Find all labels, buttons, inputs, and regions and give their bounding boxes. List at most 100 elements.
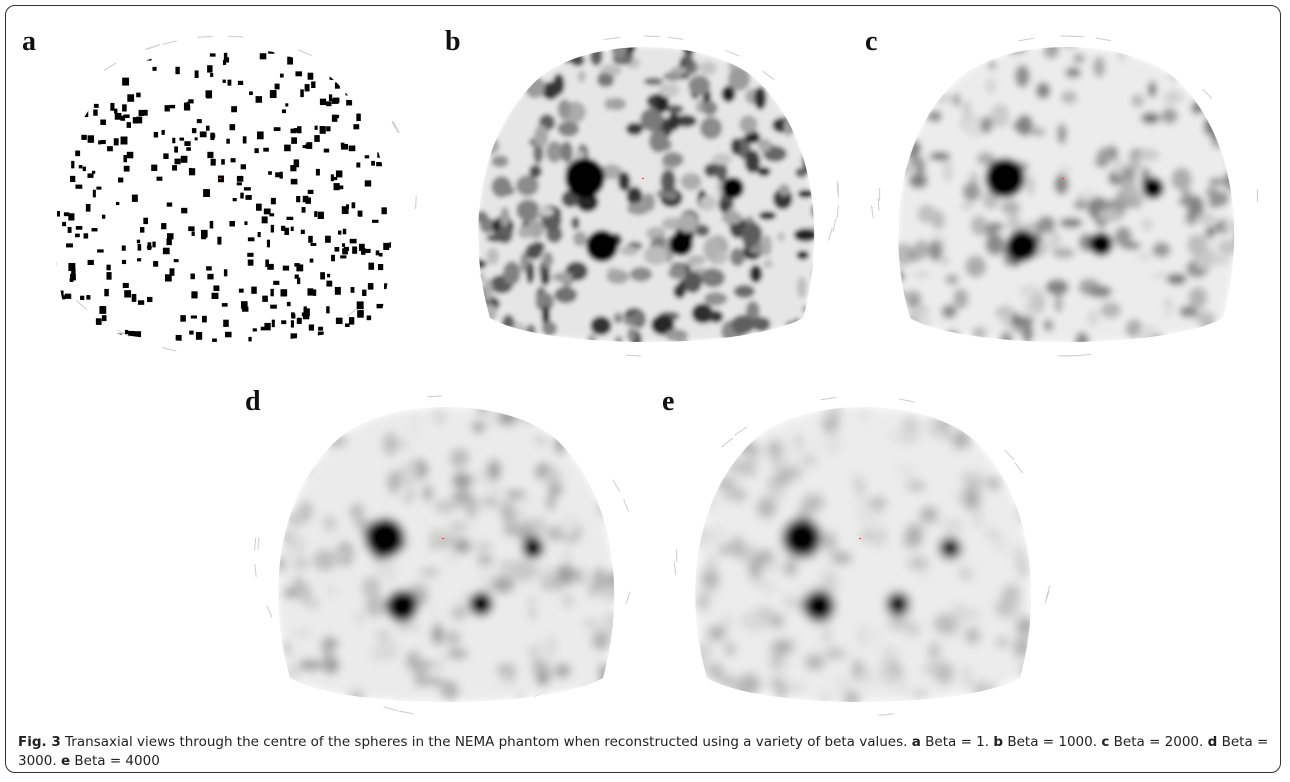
noise xyxy=(868,496,887,510)
noise xyxy=(93,109,97,115)
noise xyxy=(57,211,60,217)
artifact xyxy=(197,36,212,37)
noise xyxy=(414,661,435,669)
noise xyxy=(299,659,323,670)
noise xyxy=(275,172,280,177)
noise xyxy=(552,577,563,590)
phantom-content xyxy=(463,36,826,351)
noise xyxy=(145,55,151,60)
noise xyxy=(104,289,109,296)
noise xyxy=(379,253,383,257)
noise xyxy=(351,287,355,293)
noise xyxy=(239,289,244,293)
noise xyxy=(270,305,277,309)
artifact xyxy=(872,205,874,218)
noise xyxy=(1230,120,1248,140)
noise xyxy=(341,144,348,150)
noise xyxy=(599,663,610,684)
noise xyxy=(241,301,248,309)
noise xyxy=(1009,428,1023,446)
noise xyxy=(192,231,195,235)
noise xyxy=(67,113,71,116)
noise xyxy=(748,559,762,578)
noise xyxy=(129,48,132,53)
noise xyxy=(558,99,571,120)
noise xyxy=(380,55,384,62)
artifact xyxy=(878,198,879,211)
noise xyxy=(221,159,225,164)
noise xyxy=(561,52,578,62)
noise xyxy=(229,221,235,227)
phantom-image xyxy=(662,378,1062,718)
noise xyxy=(361,248,365,255)
noise xyxy=(78,43,83,47)
noise xyxy=(383,314,389,320)
noise xyxy=(383,243,389,250)
noise xyxy=(450,448,469,468)
noise xyxy=(298,501,313,523)
figure-label: Fig. 3 xyxy=(18,734,61,750)
noise xyxy=(497,409,518,426)
noise xyxy=(368,263,374,270)
noise xyxy=(253,328,257,331)
noise xyxy=(742,222,762,246)
noise xyxy=(65,294,71,299)
noise xyxy=(81,135,86,140)
noise xyxy=(1016,616,1035,636)
noise xyxy=(335,403,356,411)
noise xyxy=(262,216,268,223)
noise xyxy=(284,145,291,152)
noise xyxy=(932,93,953,104)
noise xyxy=(1060,218,1083,229)
noise xyxy=(389,296,393,304)
artifact xyxy=(833,219,836,232)
noise xyxy=(463,259,487,270)
noise xyxy=(180,315,186,322)
noise xyxy=(1226,144,1239,168)
noise xyxy=(1046,279,1069,295)
noise xyxy=(542,82,560,100)
panel-label: d xyxy=(245,386,261,418)
artifact xyxy=(163,41,177,45)
noise xyxy=(951,429,971,449)
noise xyxy=(297,431,319,454)
noise xyxy=(662,152,684,167)
noise xyxy=(914,570,932,583)
noise xyxy=(144,110,148,116)
noise xyxy=(88,135,94,142)
noise xyxy=(371,161,375,166)
noise xyxy=(80,73,83,79)
noise xyxy=(529,64,539,78)
noise xyxy=(297,278,300,285)
noise xyxy=(287,57,293,65)
noise xyxy=(784,559,797,576)
noise xyxy=(281,226,285,231)
noise xyxy=(673,284,686,299)
noise xyxy=(210,133,215,137)
noise xyxy=(320,272,325,279)
noise xyxy=(644,77,663,85)
noise xyxy=(358,81,362,88)
noise xyxy=(102,315,107,321)
noise xyxy=(318,212,324,219)
artifact xyxy=(734,427,746,435)
noise xyxy=(327,274,330,278)
artifact xyxy=(255,564,256,577)
sphere xyxy=(365,518,405,558)
noise xyxy=(233,198,237,201)
noise xyxy=(325,236,331,243)
noise xyxy=(338,231,341,235)
noise xyxy=(507,80,518,100)
noise xyxy=(271,555,287,572)
noise xyxy=(965,627,980,644)
artifact xyxy=(267,606,272,618)
noise xyxy=(518,519,536,528)
noise xyxy=(1011,313,1022,327)
noise xyxy=(94,104,99,108)
noise xyxy=(1073,201,1087,210)
noise xyxy=(294,263,299,267)
noise xyxy=(140,227,144,233)
noise xyxy=(395,105,401,110)
noise xyxy=(732,686,751,704)
noise xyxy=(907,51,927,74)
